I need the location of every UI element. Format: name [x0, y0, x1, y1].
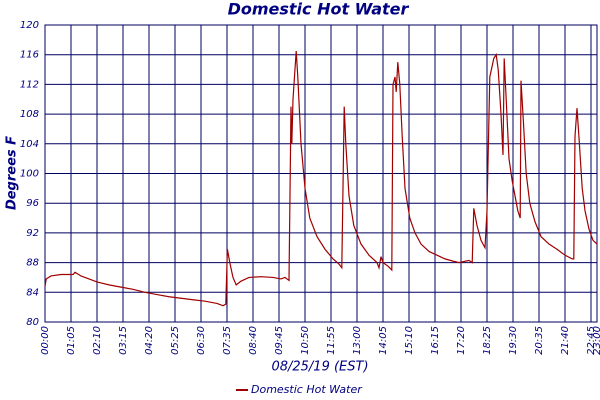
x-tick-label: 22:45	[586, 326, 597, 355]
x-tick-label: 05:25	[170, 326, 181, 355]
x-tick-label: 19:30	[508, 326, 519, 355]
y-tick-label: 84	[26, 287, 39, 298]
legend-label: Domestic Hot Water	[251, 383, 363, 396]
y-tick-label: 80	[26, 317, 39, 328]
x-tick-label: 23:00	[592, 326, 600, 355]
x-tick-label: 03:15	[118, 326, 129, 355]
x-tick-label: 09:45	[274, 326, 285, 355]
plot-border	[44, 24, 598, 323]
x-tick-label: 11:55	[326, 326, 337, 355]
data-line	[44, 50, 598, 307]
x-axis-label: 08/25/19 (EST)	[271, 360, 368, 375]
x-tick-label: 07:35	[222, 326, 233, 355]
y-tick-label: 104	[20, 139, 39, 150]
x-tick-label: 08:40	[248, 326, 259, 355]
y-tick-label: 88	[26, 258, 39, 269]
x-tick-label: 17:20	[456, 326, 467, 355]
y-tick-label: 116	[20, 50, 39, 61]
y-tick-label: 92	[26, 228, 39, 239]
x-tick-label: 15:10	[404, 326, 415, 355]
y-tick-label: 120	[20, 20, 39, 31]
y-tick-label: 96	[26, 198, 39, 209]
y-axis-label: Degrees F	[5, 136, 20, 210]
x-tick-label: 10:50	[300, 326, 311, 355]
x-tick-label: 00:00	[40, 326, 51, 355]
x-tick-label: 01:05	[66, 326, 77, 355]
x-tick-label: 20:35	[534, 326, 545, 355]
x-tick-label: 13:00	[352, 326, 363, 355]
x-tick-label: 04:20	[144, 326, 155, 355]
y-tick-label: 100	[20, 169, 39, 180]
y-tick-label: 108	[20, 109, 39, 120]
chart-title: Domestic Hot Water	[228, 0, 410, 19]
x-tick-label: 14:05	[378, 326, 389, 355]
x-tick-label: 02:10	[92, 326, 103, 355]
x-tick-label: 16:15	[430, 326, 441, 355]
y-tick-label: 112	[20, 79, 39, 90]
x-tick-label: 18:25	[482, 326, 493, 355]
x-tick-label: 21:40	[560, 326, 571, 355]
x-tick-label: 06:30	[196, 326, 207, 355]
